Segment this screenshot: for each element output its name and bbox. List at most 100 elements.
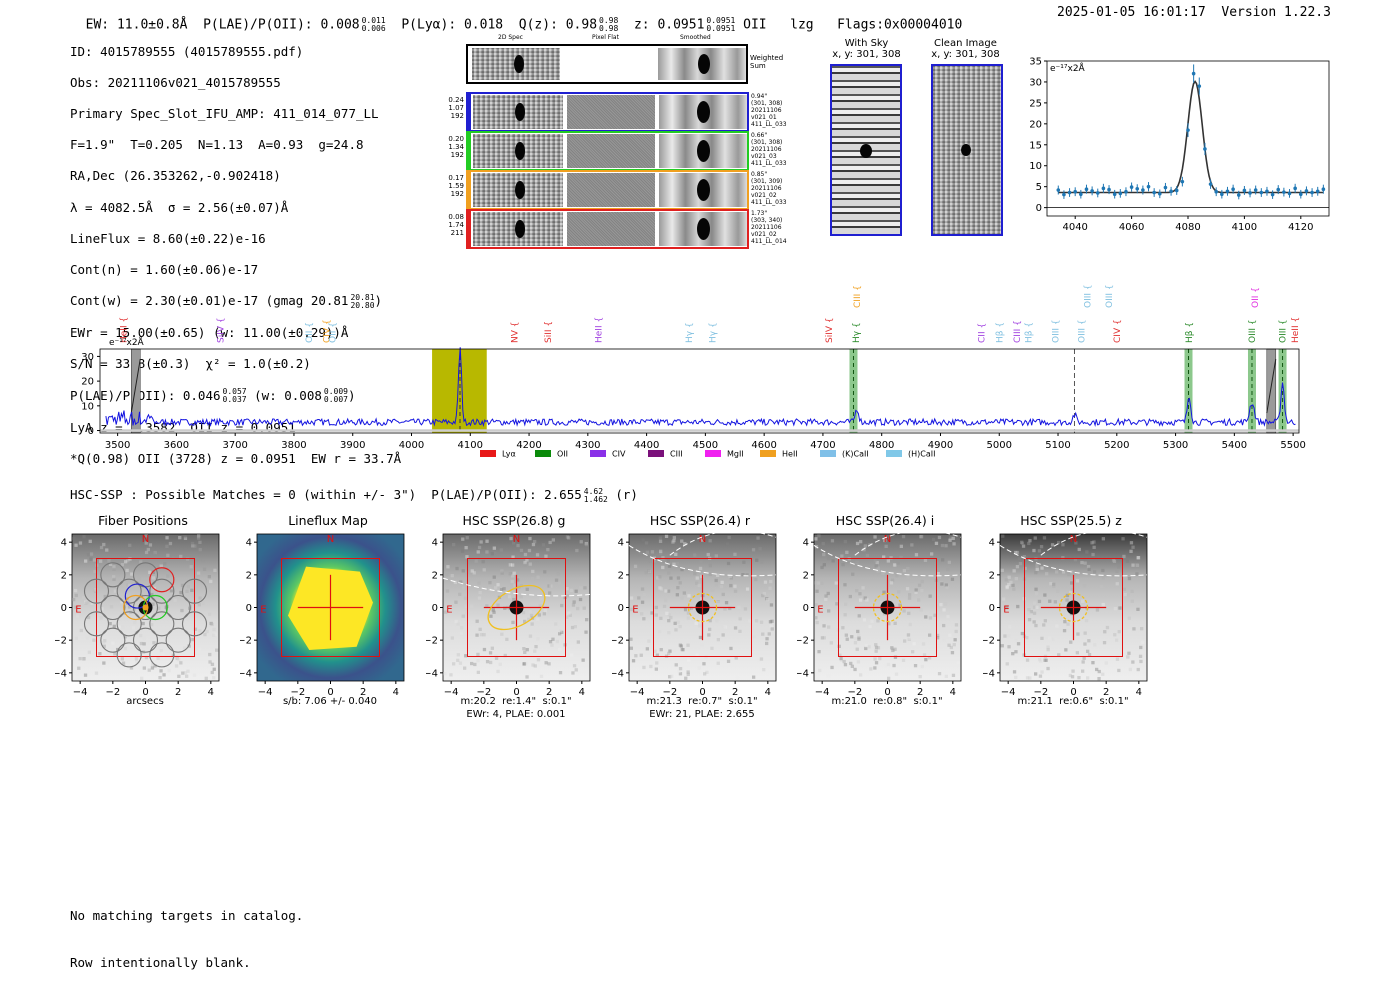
noise-pixel [148, 543, 153, 547]
imaging-panel-title: HSC SSP(26.8) g [462, 513, 566, 528]
noise-pixel [99, 616, 103, 620]
noise-pixel [715, 619, 719, 623]
header-datetime-version: 2025-01-05 16:01:17 Version 1.22.3 [1057, 5, 1331, 20]
panel-ytick-label: 2 [989, 570, 995, 581]
noise-pixel [1027, 541, 1031, 546]
fit-data-point [1242, 188, 1247, 193]
fiber-row-right-label: 0.85" (301, 309) 20211106 v021_02 411_LL… [751, 171, 787, 206]
noise-pixel [1025, 658, 1030, 662]
noise-pixel [1016, 642, 1021, 646]
fiber-circle [116, 611, 142, 637]
noise-pixel [98, 652, 102, 656]
fit-data-point [1259, 190, 1264, 195]
noise-pixel [77, 666, 81, 670]
noise-pixel [759, 620, 764, 624]
noise-pixel [708, 627, 712, 631]
noise-pixel [656, 576, 660, 580]
noise-pixel [914, 553, 919, 557]
info-plae-text: P(LAE)/P(OII): 0.046 [70, 387, 221, 403]
neighbor-ellipse [669, 531, 777, 556]
noise-pixel [642, 617, 646, 621]
noise-pixel [485, 604, 489, 608]
spectrum-curve [105, 347, 1296, 428]
noise-pixel [855, 560, 859, 564]
noise-pixel [152, 552, 156, 556]
noise-pixel [662, 604, 667, 608]
noise-pixel [1141, 640, 1145, 644]
noise-pixel [1075, 651, 1079, 655]
noise-pixel [678, 667, 683, 671]
noise-pixel [454, 619, 458, 624]
noise-pixel [213, 632, 217, 636]
noise-pixel [705, 670, 709, 674]
noise-pixel [920, 664, 924, 669]
weighted-2d-image [472, 48, 560, 80]
header-z: z: 0.0951 [633, 17, 705, 33]
spectral-line-label: OII { [329, 322, 339, 343]
aperture-box [653, 558, 752, 657]
noise-pixel [843, 613, 847, 617]
noise-pixel [716, 638, 720, 642]
noise-pixel [1052, 637, 1056, 642]
spectrum-xtick-label: 4100 [458, 440, 483, 451]
spectral-line-label: CIII { [853, 285, 863, 308]
noise-pixel [112, 567, 116, 571]
noise-pixel [814, 537, 818, 541]
noise-pixel [503, 653, 507, 658]
noise-pixel [733, 552, 737, 556]
fit-data-point [1321, 187, 1326, 191]
noise-pixel [869, 667, 873, 671]
panel-ytick-label: 2 [432, 570, 438, 581]
panel-xtick-label: 0 [699, 687, 705, 698]
spectrum-xtick-label: 3900 [340, 440, 365, 451]
noise-pixel [902, 609, 906, 613]
noise-pixel [522, 647, 526, 651]
noise-pixel [864, 644, 868, 648]
noise-pixel [151, 663, 155, 667]
noise-pixel [558, 632, 562, 636]
spectral-line-label: OIII { [1248, 319, 1258, 343]
noise-pixel [169, 652, 173, 656]
east-label: E [632, 604, 638, 615]
noise-pixel [464, 604, 468, 608]
noise-pixel [650, 550, 655, 554]
noise-pixel [708, 619, 712, 623]
noise-pixel [824, 597, 828, 601]
spectrum-xtick-label: 4900 [928, 440, 953, 451]
noise-pixel [858, 598, 863, 602]
line-fit-plot: 4040 4060 4080 4100 4120 0 5 10 15 20 25 30 35 e⁻¹⁷x… [1030, 57, 1330, 233]
spectral-line-label: NV { [510, 322, 520, 343]
noise-pixel [209, 621, 213, 626]
noise-pixel [1122, 554, 1126, 559]
panel-xtick-label: 0 [513, 687, 519, 698]
noise-pixel [88, 539, 92, 543]
noise-pixel [661, 565, 665, 570]
east-label: E [260, 604, 266, 615]
noise-pixel [1071, 669, 1075, 673]
noise-pixel [144, 541, 148, 545]
noise-pixel [1027, 608, 1031, 612]
noise-pixel [1101, 568, 1105, 573]
fit-data-point [1090, 189, 1094, 193]
noise-pixel [901, 658, 906, 662]
panel-xtick-label: −2 [476, 687, 491, 698]
noise-pixel [686, 672, 690, 676]
noise-pixel [857, 633, 861, 637]
noise-pixel [1102, 641, 1107, 645]
noise-pixel [1097, 669, 1101, 674]
noise-pixel [1112, 559, 1117, 563]
noise-pixel [886, 662, 891, 667]
noise-pixel [923, 558, 928, 562]
fit-data-point [1129, 185, 1134, 189]
noise-pixel [507, 606, 512, 611]
noise-pixel [729, 584, 733, 588]
noise-pixel [111, 641, 115, 645]
noise-pixel [549, 584, 553, 588]
fit-data-point [1186, 128, 1190, 132]
noise-pixel [74, 636, 78, 640]
header-lzg: lzg [790, 17, 814, 33]
noise-pixel [843, 663, 848, 667]
noise-pixel [572, 664, 577, 668]
noise-pixel [726, 673, 730, 677]
noise-pixel [638, 550, 642, 555]
